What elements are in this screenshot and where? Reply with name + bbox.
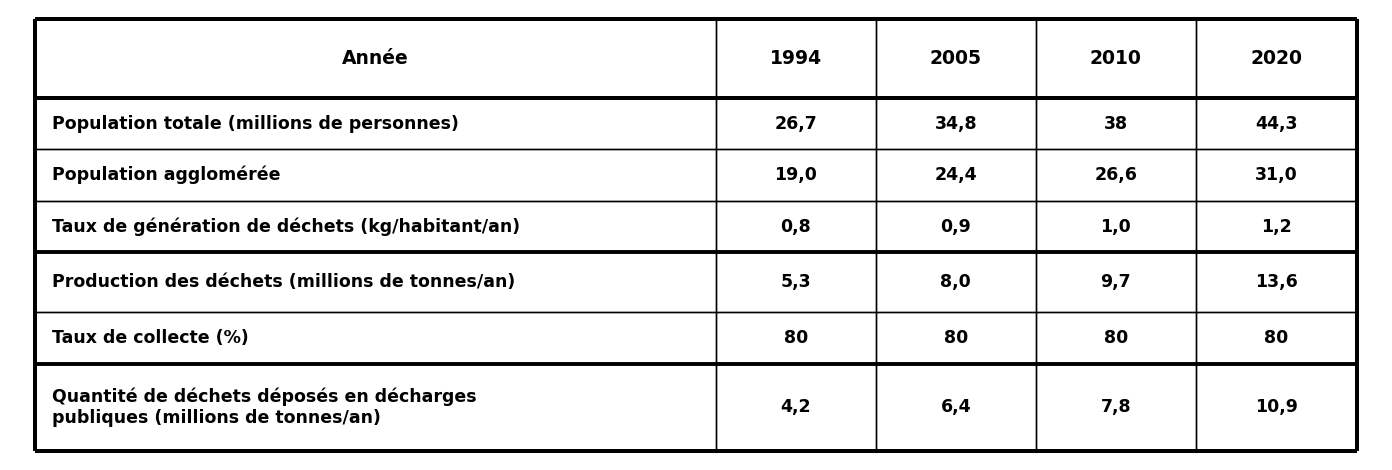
Text: 10,9: 10,9 <box>1256 399 1297 416</box>
Bar <box>876 201 1036 252</box>
Text: 7,8: 7,8 <box>1101 399 1132 416</box>
Bar <box>35 252 715 313</box>
Text: 1,2: 1,2 <box>1261 218 1292 235</box>
Text: 13,6: 13,6 <box>1256 274 1297 291</box>
Text: 80: 80 <box>1104 329 1128 347</box>
Bar <box>715 98 876 149</box>
Bar <box>715 201 876 252</box>
Text: 80: 80 <box>784 329 807 347</box>
Bar <box>35 98 715 149</box>
Bar <box>715 19 876 98</box>
Text: 0,8: 0,8 <box>781 218 812 235</box>
Bar <box>35 19 715 98</box>
Text: 0,9: 0,9 <box>941 218 972 235</box>
Bar <box>715 252 876 313</box>
Text: 4,2: 4,2 <box>781 399 812 416</box>
Text: Taux de collecte (%): Taux de collecte (%) <box>52 329 248 347</box>
Bar <box>1196 19 1357 98</box>
Bar <box>1036 313 1196 364</box>
Bar <box>1036 364 1196 451</box>
Bar <box>1036 201 1196 252</box>
Bar <box>715 149 876 201</box>
Text: 1,0: 1,0 <box>1101 218 1132 235</box>
Text: 80: 80 <box>944 329 967 347</box>
Text: 24,4: 24,4 <box>934 166 977 184</box>
Bar <box>876 149 1036 201</box>
Text: 5,3: 5,3 <box>781 274 812 291</box>
Text: Quantité de déchets déposés en décharges
publiques (millions de tonnes/an): Quantité de déchets déposés en décharges… <box>52 388 476 427</box>
Text: 1994: 1994 <box>770 49 821 68</box>
Bar <box>1196 98 1357 149</box>
Text: 26,7: 26,7 <box>774 115 817 133</box>
Text: 31,0: 31,0 <box>1256 166 1297 184</box>
Bar <box>876 313 1036 364</box>
Text: Population totale (millions de personnes): Population totale (millions de personnes… <box>52 115 458 133</box>
Bar <box>876 98 1036 149</box>
Text: 34,8: 34,8 <box>934 115 977 133</box>
Bar <box>1036 98 1196 149</box>
Bar <box>1036 252 1196 313</box>
Text: 6,4: 6,4 <box>941 399 972 416</box>
Bar <box>876 19 1036 98</box>
Bar <box>35 201 715 252</box>
Text: 19,0: 19,0 <box>774 166 817 184</box>
Bar <box>1196 252 1357 313</box>
Text: 26,6: 26,6 <box>1094 166 1137 184</box>
Bar <box>1196 364 1357 451</box>
Bar <box>35 149 715 201</box>
Text: Année: Année <box>342 49 409 68</box>
Bar <box>1036 19 1196 98</box>
Bar <box>876 364 1036 451</box>
Text: 8,0: 8,0 <box>941 274 972 291</box>
Text: 80: 80 <box>1264 329 1289 347</box>
Text: Population agglomérée: Population agglomérée <box>52 166 280 184</box>
Bar <box>35 313 715 364</box>
Text: Production des déchets (millions de tonnes/an): Production des déchets (millions de tonn… <box>52 274 515 291</box>
Bar <box>876 252 1036 313</box>
Text: 44,3: 44,3 <box>1256 115 1297 133</box>
Text: 2020: 2020 <box>1250 49 1303 68</box>
Bar <box>1196 313 1357 364</box>
Bar <box>1036 149 1196 201</box>
Bar <box>715 364 876 451</box>
Bar <box>35 364 715 451</box>
Text: 38: 38 <box>1104 115 1128 133</box>
Bar <box>1196 201 1357 252</box>
Text: 2010: 2010 <box>1090 49 1141 68</box>
Text: 9,7: 9,7 <box>1101 274 1132 291</box>
Text: 2005: 2005 <box>930 49 981 68</box>
Bar <box>715 313 876 364</box>
Text: Taux de génération de déchets (kg/habitant/an): Taux de génération de déchets (kg/habita… <box>52 217 519 236</box>
Bar <box>1196 149 1357 201</box>
